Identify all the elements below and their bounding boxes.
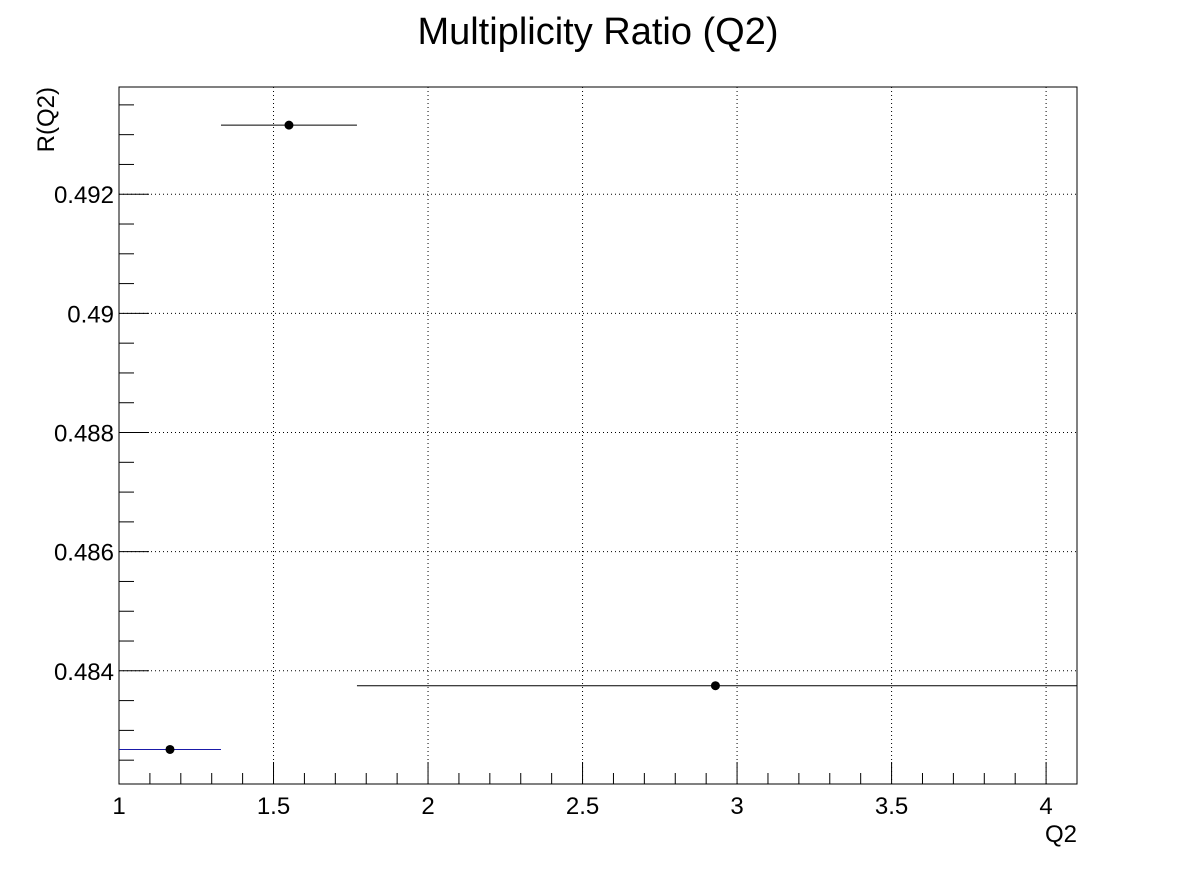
plot-frame: [118, 86, 1078, 785]
y-tick-label: 0.492: [54, 182, 114, 209]
y-tick-label: 0.486: [54, 540, 114, 567]
x-tick-label: 3: [730, 793, 743, 820]
x-tick-label: 4: [1039, 793, 1052, 820]
x-axis: 1 1.5 2 2.5 3 3.5 4: [112, 762, 1078, 820]
y-tick-label: 0.484: [54, 659, 114, 686]
data-point: [284, 120, 294, 130]
chart-title: Multiplicity Ratio (Q2): [417, 11, 778, 53]
grid-layer: [119, 87, 1077, 784]
y-axis: 0.484 0.486 0.488 0.49 0.492: [54, 104, 149, 761]
data-point: [165, 744, 175, 754]
x-tick-label: 2: [421, 793, 434, 820]
x-tick-label: 3.5: [875, 793, 908, 820]
data-point: [710, 681, 720, 691]
y-axis-title: R(Q2): [33, 87, 60, 152]
x-tick-label: 2.5: [566, 793, 599, 820]
x-axis-title: Q2: [1045, 821, 1077, 848]
y-tick-label: 0.49: [67, 301, 114, 328]
x-tick-label: 1.5: [257, 793, 290, 820]
y-tick-label: 0.488: [54, 421, 114, 448]
x-tick-label: 1: [112, 793, 125, 820]
series-layer: [119, 120, 1077, 754]
